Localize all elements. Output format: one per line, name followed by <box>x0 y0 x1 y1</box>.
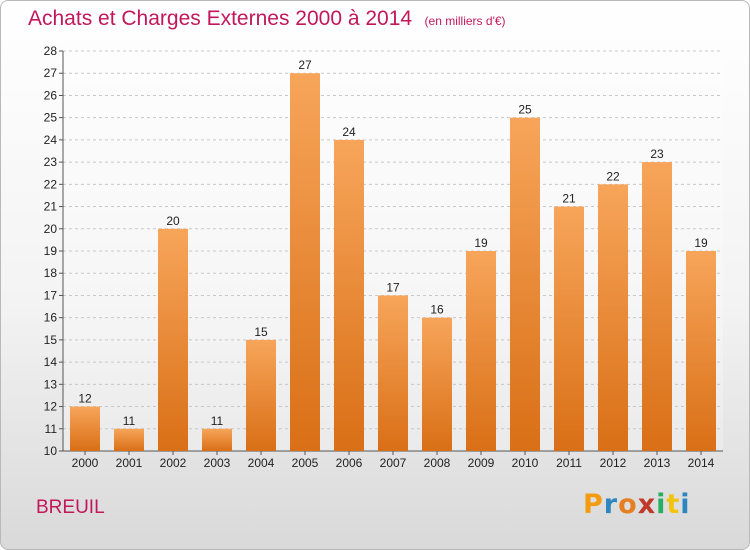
x-tick-label: 2001 <box>116 456 143 470</box>
bar-value-label: 11 <box>211 414 224 428</box>
bar-value-label: 22 <box>606 169 620 183</box>
bar <box>642 162 672 451</box>
bar <box>158 228 188 451</box>
bar <box>510 117 540 452</box>
y-tick-label: 11 <box>45 422 58 436</box>
x-tick-label: 2003 <box>204 456 231 470</box>
bar-value-label: 17 <box>386 280 400 294</box>
logo-letter: r <box>603 489 619 520</box>
y-tick-label: 27 <box>44 66 58 80</box>
x-tick-label: 2008 <box>424 456 451 470</box>
bar-value-label: 25 <box>518 103 532 117</box>
x-tick-label: 2007 <box>380 456 407 470</box>
y-tick-label: 21 <box>44 200 58 214</box>
y-tick-label: 28 <box>44 44 58 58</box>
bar <box>246 339 276 451</box>
y-tick-label: 13 <box>44 377 58 391</box>
bar <box>598 184 628 452</box>
x-tick-label: 2009 <box>468 456 495 470</box>
y-tick-label: 20 <box>44 222 58 236</box>
x-tick-label: 2000 <box>72 456 99 470</box>
y-tick-label: 25 <box>44 111 58 125</box>
x-tick-label: 2013 <box>644 456 671 470</box>
y-tick-label: 24 <box>44 133 58 147</box>
x-tick-label: 2004 <box>248 456 275 470</box>
x-tick-label: 2014 <box>688 456 715 470</box>
proxiti-logo: Proxiti <box>583 489 691 520</box>
bar-value-label: 11 <box>123 414 136 428</box>
bar <box>70 406 100 451</box>
bar <box>334 139 364 451</box>
bar <box>422 317 452 451</box>
logo-letter: i <box>680 489 691 520</box>
bar <box>290 73 320 451</box>
y-tick-label: 19 <box>44 244 58 258</box>
y-tick-label: 17 <box>44 288 58 302</box>
y-tick-label: 10 <box>44 444 58 458</box>
logo-letter: x <box>637 489 657 520</box>
x-tick-label: 2012 <box>600 456 627 470</box>
y-tick-label: 18 <box>44 266 58 280</box>
bar-value-label: 19 <box>694 236 708 250</box>
x-tick-label: 2006 <box>336 456 363 470</box>
bar-value-label: 15 <box>254 325 268 339</box>
bar-value-label: 20 <box>166 214 180 228</box>
commune-name: BREUIL <box>36 497 105 518</box>
x-tick-label: 2002 <box>160 456 187 470</box>
bar-value-label: 16 <box>430 303 444 317</box>
logo-letter: i <box>656 489 667 520</box>
y-tick-label: 16 <box>44 311 58 325</box>
y-tick-label: 15 <box>44 333 58 347</box>
y-tick-label: 23 <box>44 155 58 169</box>
bar <box>686 251 716 451</box>
logo-letter: o <box>618 489 638 520</box>
bar <box>466 251 496 451</box>
x-tick-label: 2010 <box>512 456 539 470</box>
title-text: Achats et Charges Externes 2000 à 2014 <box>28 7 413 30</box>
bar <box>378 295 408 451</box>
bar-value-label: 12 <box>78 392 92 406</box>
x-tick-label: 2011 <box>556 456 582 470</box>
logo-letter: P <box>583 489 604 520</box>
chart-title: Achats et Charges Externes 2000 à 2014 (… <box>28 7 506 31</box>
y-tick-label: 12 <box>44 400 58 414</box>
bar-value-label: 23 <box>650 147 664 161</box>
bar-value-label: 21 <box>562 192 576 206</box>
x-tick-label: 2005 <box>292 456 319 470</box>
y-tick-label: 14 <box>44 355 58 369</box>
y-tick-label: 22 <box>44 177 58 191</box>
logo-letter: t <box>666 489 681 520</box>
bar-value-label: 24 <box>342 125 356 139</box>
y-tick-label: 26 <box>44 88 58 102</box>
bar <box>554 206 584 451</box>
bar-value-label: 27 <box>298 58 312 72</box>
bar <box>202 428 232 451</box>
bar <box>114 428 144 451</box>
bar-value-label: 19 <box>474 236 488 250</box>
unit-label: (en milliers d'€) <box>424 14 506 28</box>
